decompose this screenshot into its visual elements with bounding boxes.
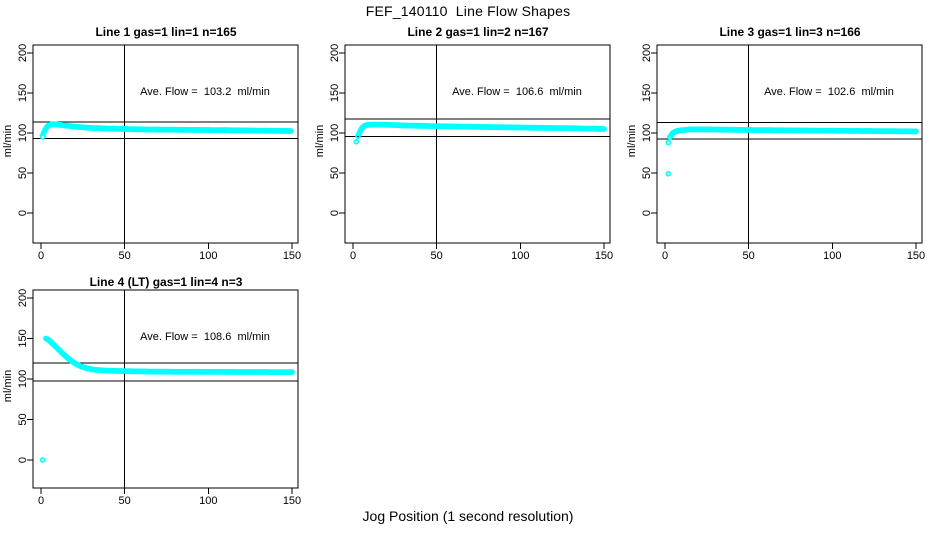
- svg-text:150: 150: [283, 250, 301, 262]
- svg-text:50: 50: [17, 413, 29, 425]
- flow-data-points: [665, 126, 919, 177]
- svg-text:0: 0: [17, 457, 29, 463]
- svg-text:50: 50: [17, 167, 29, 179]
- ave-flow-annotation: Ave. Flow = 102.6 ml/min: [764, 86, 894, 98]
- flow-data-points: [39, 335, 295, 463]
- svg-text:50: 50: [431, 250, 443, 262]
- svg-text:0: 0: [662, 250, 668, 262]
- panel-line-4: 0 50 100 150 200 ml/min 0 50 100 150 Line 4 (LT) …: [0, 265, 312, 540]
- scatter-plot-line-4: 0 50 100 150 200 ml/min 0 50 100 150: [2, 289, 301, 507]
- svg-text:0: 0: [329, 210, 341, 216]
- panel-line-3: 0 50 100 150 200 ml/min 0 50 100 150 Line 3 gas=1…: [624, 0, 936, 265]
- svg-text:50: 50: [641, 167, 653, 179]
- ave-flow-annotation: Ave. Flow = 108.6 ml/min: [140, 331, 270, 343]
- svg-text:0: 0: [38, 495, 44, 507]
- svg-text:50: 50: [119, 250, 131, 262]
- scatter-plot-line-2: 0 50 100 150 200 ml/min 0 50 100 150: [314, 44, 613, 262]
- panel-title: Line 1 gas=1 lin=1 n=165: [95, 25, 237, 39]
- svg-text:150: 150: [595, 250, 613, 262]
- svg-text:0: 0: [17, 210, 29, 216]
- svg-text:150: 150: [17, 84, 29, 102]
- svg-text:50: 50: [329, 167, 341, 179]
- y-axis: 0 50 100 150 200 ml/min: [2, 289, 33, 463]
- panel-title: Line 3 gas=1 lin=3 n=166: [719, 25, 861, 39]
- panel-line-1: 0 50 100 150 200 ml/min 0 50 100 150 Line 1 gas=1…: [0, 0, 312, 265]
- plot-box: [32, 289, 299, 489]
- outlier-point: [39, 457, 46, 463]
- svg-text:50: 50: [119, 495, 131, 507]
- x-axis-label: Jog Position (1 second resolution): [362, 508, 574, 524]
- outlier-point: [665, 139, 672, 146]
- outlier-point: [39, 134, 46, 140]
- ave-flow-annotation: Ave. Flow = 103.2 ml/min: [140, 86, 270, 98]
- scatter-plot-line-1: 0 50 100 150 200 ml/min 0 50 100 150: [2, 44, 301, 262]
- svg-text:150: 150: [283, 495, 301, 507]
- svg-text:150: 150: [17, 329, 29, 347]
- plot-box: [656, 44, 923, 244]
- svg-text:100: 100: [511, 250, 529, 262]
- svg-text:ml/min: ml/min: [2, 370, 14, 402]
- svg-text:150: 150: [329, 84, 341, 102]
- flow-data-points: [353, 121, 607, 145]
- svg-text:100: 100: [641, 124, 653, 142]
- svg-text:0: 0: [38, 250, 44, 262]
- ave-flow-annotation: Ave. Flow = 106.6 ml/min: [452, 86, 582, 98]
- svg-text:0: 0: [350, 250, 356, 262]
- svg-text:100: 100: [823, 250, 841, 262]
- scatter-plot-line-3: 0 50 100 150 200 ml/min 0 50 100 150: [626, 44, 925, 262]
- svg-text:50: 50: [743, 250, 755, 262]
- x-axis: 0 50 100 150: [350, 243, 613, 262]
- svg-text:200: 200: [17, 44, 29, 62]
- panel-title: Line 4 (LT) gas=1 lin=4 n=3: [89, 275, 243, 289]
- figure-title: FEF_140110 Line Flow Shapes: [365, 3, 571, 19]
- y-axis: 0 50 100 150 200 ml/min: [2, 44, 33, 216]
- svg-text:100: 100: [199, 495, 217, 507]
- svg-text:100: 100: [329, 124, 341, 142]
- y-axis: 0 50 100 150 200 ml/min: [314, 44, 345, 216]
- svg-text:ml/min: ml/min: [314, 125, 326, 157]
- svg-text:100: 100: [17, 370, 29, 388]
- panel-line-2: 0 50 100 150 200 ml/min 0 50 100 150 Line 2 gas=1…: [312, 0, 624, 265]
- x-axis: 0 50 100 150: [38, 488, 301, 507]
- plot-box: [344, 44, 611, 244]
- y-axis: 0 50 100 150 200 ml/min: [626, 44, 657, 216]
- svg-text:200: 200: [17, 289, 29, 307]
- reference-lines: [33, 45, 298, 243]
- svg-text:150: 150: [641, 84, 653, 102]
- panel-title: Line 2 gas=1 lin=2 n=167: [407, 25, 549, 39]
- outlier-point: [665, 171, 672, 177]
- svg-text:200: 200: [641, 44, 653, 62]
- svg-text:100: 100: [17, 124, 29, 142]
- reference-lines: [33, 290, 298, 488]
- x-axis: 0 50 100 150: [38, 243, 301, 262]
- svg-text:150: 150: [907, 250, 925, 262]
- flow-data-points: [39, 121, 294, 140]
- plot-box: [32, 44, 299, 244]
- svg-text:100: 100: [199, 250, 217, 262]
- x-axis: 0 50 100 150: [662, 243, 925, 262]
- outlier-point: [353, 139, 360, 145]
- svg-text:ml/min: ml/min: [626, 125, 638, 157]
- svg-text:0: 0: [641, 210, 653, 216]
- reference-lines: [345, 45, 610, 243]
- reference-lines: [657, 45, 922, 243]
- svg-text:200: 200: [329, 44, 341, 62]
- svg-text:ml/min: ml/min: [2, 125, 14, 157]
